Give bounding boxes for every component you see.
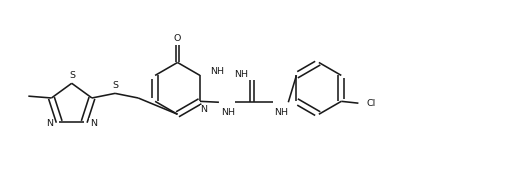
- Text: S: S: [113, 81, 119, 90]
- Text: N: N: [90, 119, 97, 128]
- Text: NH: NH: [221, 108, 235, 117]
- Text: N: N: [46, 119, 53, 128]
- Text: NH: NH: [234, 70, 248, 79]
- Text: O: O: [174, 34, 181, 43]
- Text: N: N: [200, 105, 207, 114]
- Text: NH: NH: [210, 67, 224, 76]
- Text: S: S: [70, 71, 76, 80]
- Text: Cl: Cl: [366, 99, 376, 108]
- Text: NH: NH: [275, 108, 288, 117]
